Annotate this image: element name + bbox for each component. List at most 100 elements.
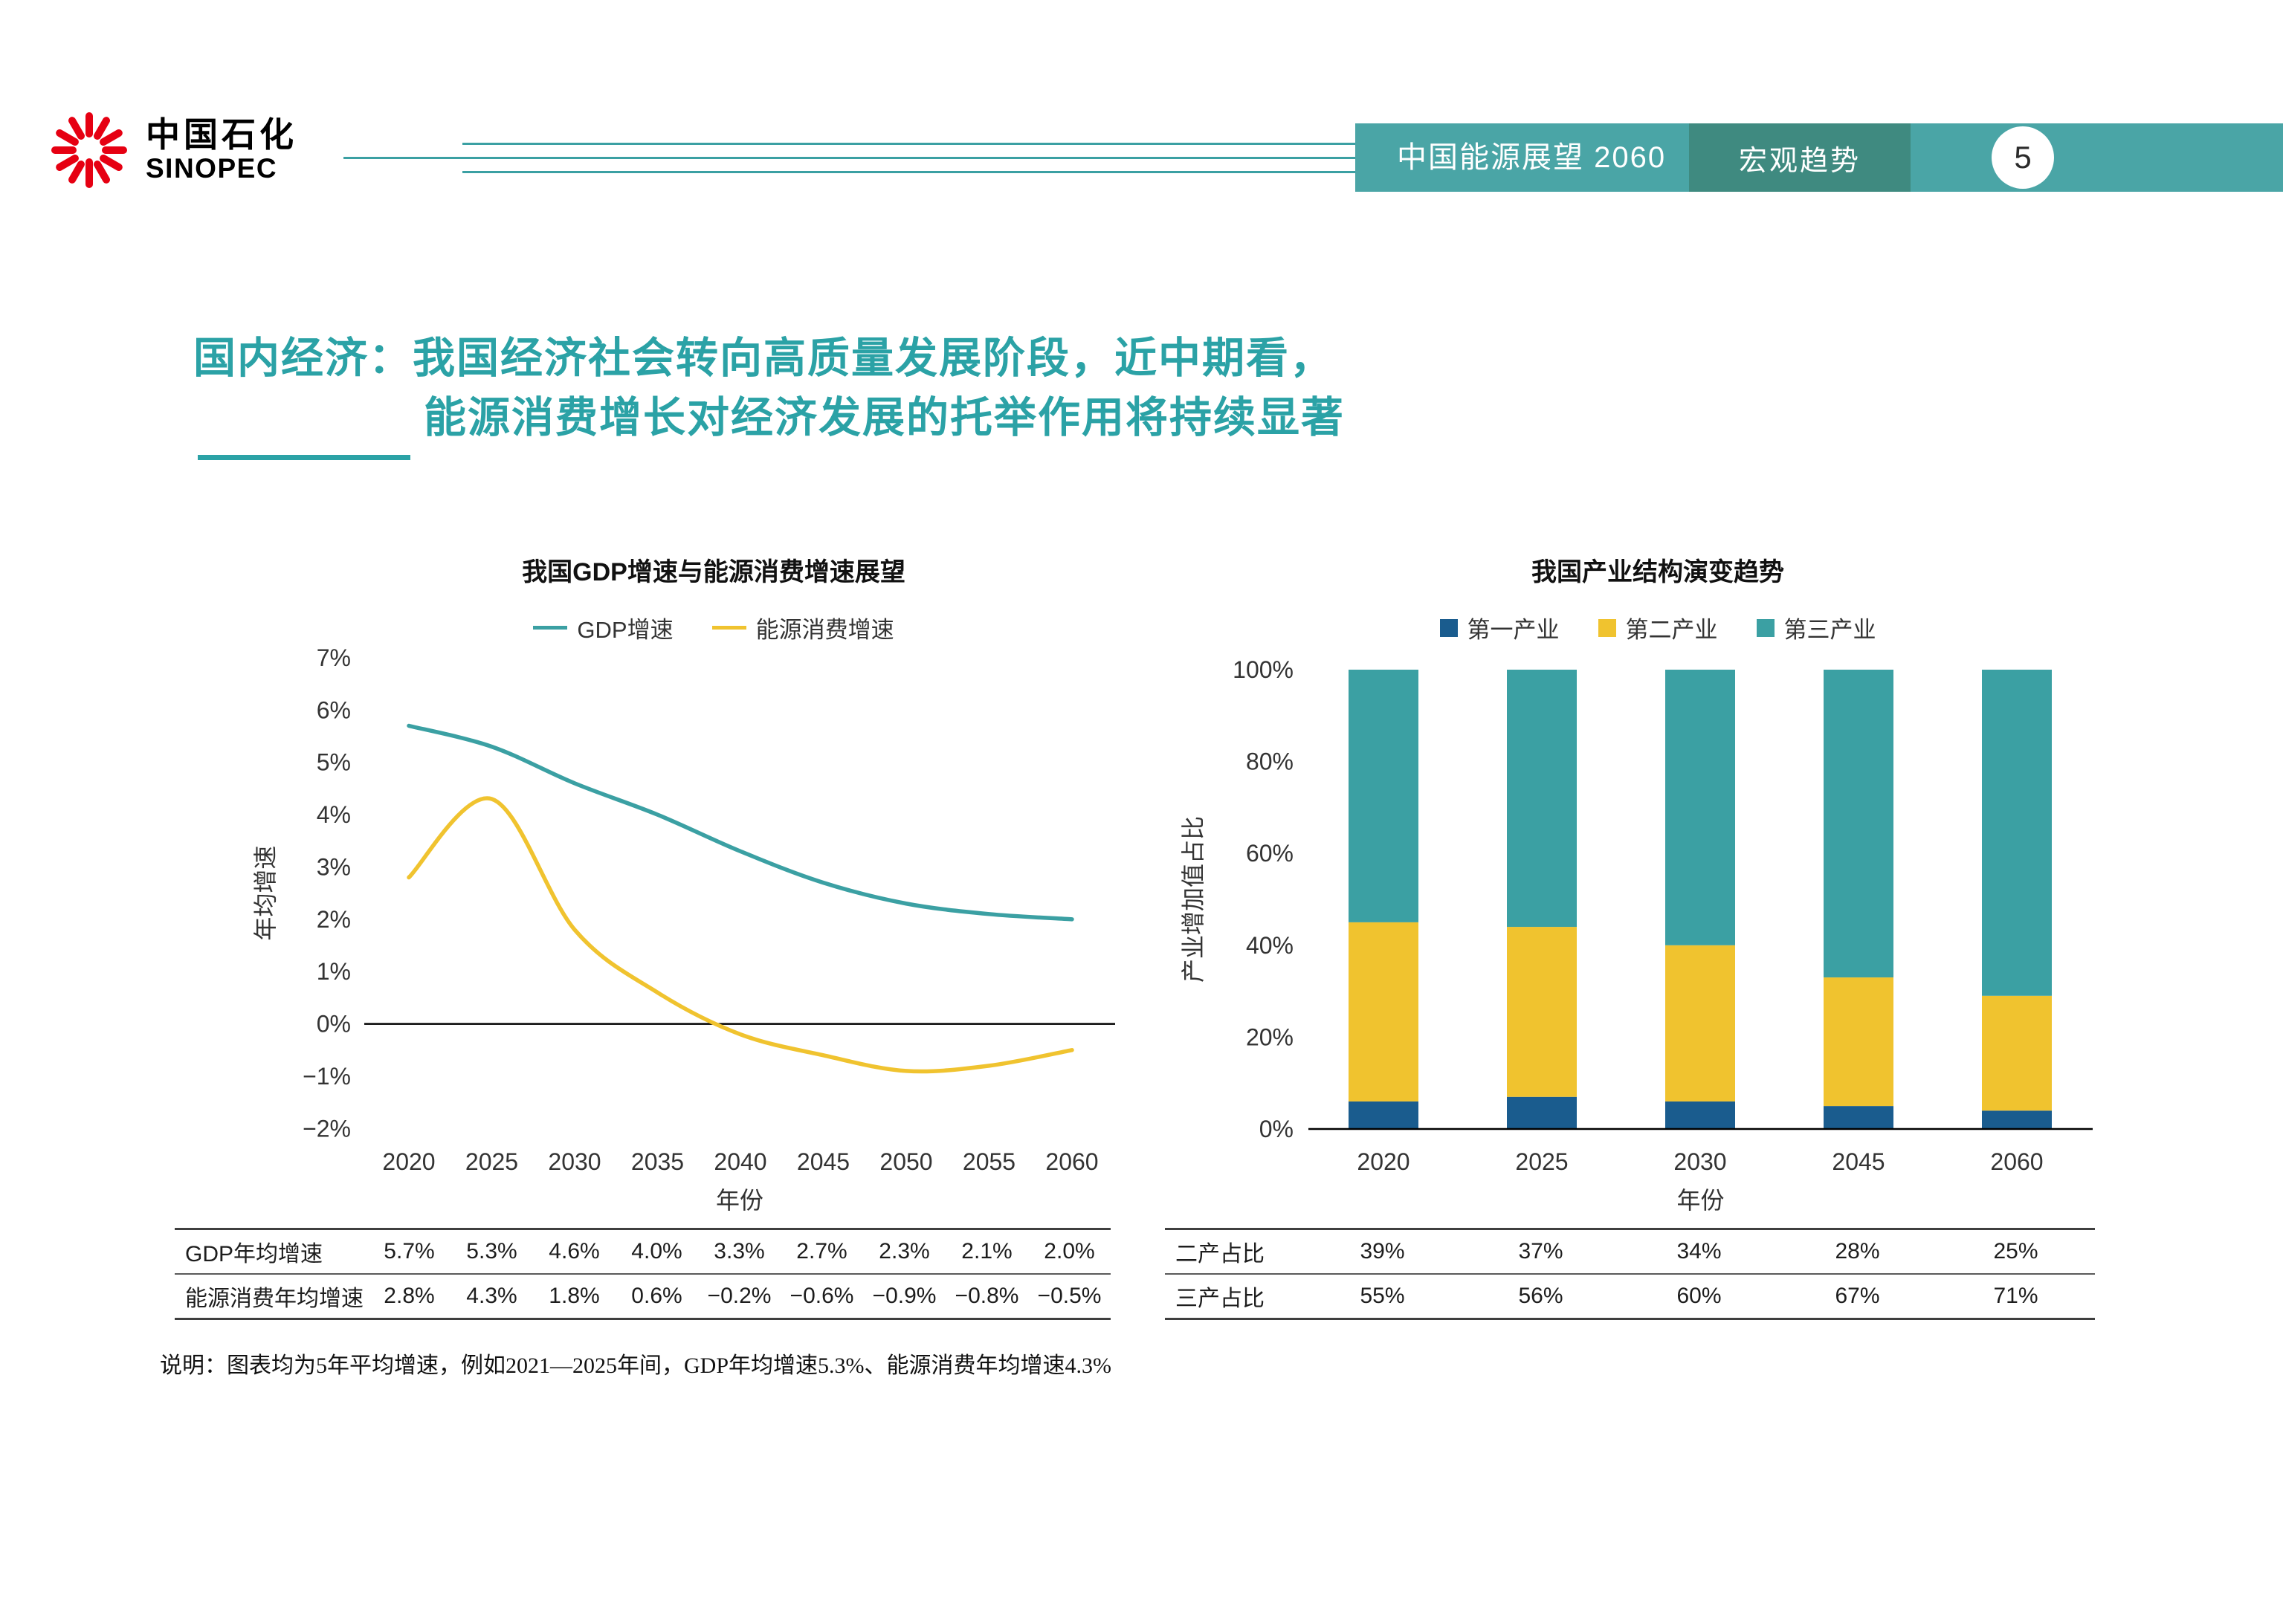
row-label: 二产占比 <box>1165 1229 1303 1275</box>
table-cell: 28% <box>1778 1229 1937 1275</box>
table-cell: 4.3% <box>466 1284 517 1308</box>
row-label: 三产占比 <box>1175 1287 1265 1311</box>
table-row: 二产占比 39% 37% 34% 28% 25% <box>1165 1229 2095 1275</box>
legend-label: 第三产业 <box>1783 617 1876 643</box>
bar-segment <box>1507 927 1577 1097</box>
table-cell: −0.2% <box>707 1284 772 1308</box>
table-cell: 2.1% <box>946 1229 1028 1275</box>
decorative-line <box>462 143 1355 145</box>
y-tick-label: 2% <box>317 906 351 933</box>
decorative-line <box>462 171 1355 173</box>
y-tick-label: 1% <box>317 958 351 985</box>
page-number: 5 <box>2014 140 2032 175</box>
y-tick-label: 20% <box>1246 1023 1294 1050</box>
line-chart-legend: GDP增速 能源消费增速 <box>320 611 1108 644</box>
x-tick-label: 2055 <box>963 1148 1015 1175</box>
sinopec-logo: 中国石化 SINOPEC <box>48 109 297 192</box>
legend-swatch <box>1756 618 1775 637</box>
table-row: GDP年均增速 5.7% 5.3% 4.6% 4.0% 3.3% 2.7% 2.3% 2.1% 2… <box>175 1229 1111 1275</box>
x-tick-label: 2025 <box>1515 1148 1568 1175</box>
legend-label: 能源消费增速 <box>755 617 894 643</box>
y-tick-label: 60% <box>1246 840 1294 867</box>
y-tick-label: 7% <box>317 644 351 671</box>
logo-text: 中国石化 SINOPEC <box>146 117 297 184</box>
bar-segment <box>1665 1101 1735 1129</box>
table-cell: 37% <box>1462 1229 1620 1275</box>
table-row: 能源消费年均增速 2.8% 4.3% 1.8% 0.6% −0.2% −0.6% −0.9% −… <box>175 1274 1111 1319</box>
bar-segment <box>1507 1096 1577 1129</box>
line-chart-title: 我国GDP增速与能源消费增速展望 <box>522 558 905 586</box>
table-cell: −0.5% <box>1037 1284 1102 1308</box>
table-cell: 5.7% <box>368 1229 451 1275</box>
bar-segment <box>1824 1106 1893 1129</box>
bar-segment <box>1982 1110 2052 1129</box>
x-tick-label: 2025 <box>465 1148 518 1175</box>
decorative-line <box>343 157 1355 159</box>
x-tick-label: 2050 <box>879 1148 932 1175</box>
legend-item: 第三产业 <box>1756 611 1876 644</box>
bar-segment <box>1824 977 1893 1107</box>
legend-item: 第一产业 <box>1439 611 1560 644</box>
row-label: 能源消费年均增速 <box>185 1287 364 1311</box>
row-label: GDP年均增速 <box>175 1229 368 1275</box>
legend-swatch <box>711 626 746 630</box>
bar-segment <box>1824 670 1893 978</box>
x-axis-title: 年份 <box>716 1187 763 1214</box>
table-cell: 55% <box>1360 1284 1405 1308</box>
x-tick-label: 2030 <box>548 1148 601 1175</box>
y-tick-label: 3% <box>317 853 351 880</box>
table-cell: 0.6% <box>631 1284 682 1308</box>
table-cell: 71% <box>1993 1284 2038 1308</box>
bar-segment <box>1665 670 1735 945</box>
slide-title-line2: 能源消费增长对经济发展的托举作用将持续显著 <box>424 394 1345 441</box>
x-axis-title: 年份 <box>1676 1187 1724 1214</box>
x-tick-label: 2030 <box>1673 1148 1726 1175</box>
footnote: 说明：图表均为5年平均增速，例如2021—2025年间，GDP年均增速5.3%、… <box>160 1353 1111 1378</box>
legend-label: GDP增速 <box>577 617 674 643</box>
header-band: 中国能源展望 2060 宏观趋势 5 <box>1355 123 2283 192</box>
legend-label: 第一产业 <box>1467 617 1560 643</box>
y-tick-label: −1% <box>303 1063 351 1090</box>
x-tick-label: 2020 <box>1357 1148 1409 1175</box>
table-cell: 67% <box>1835 1284 1880 1308</box>
x-tick-label: 2060 <box>1990 1148 2043 1175</box>
y-tick-label: −2% <box>303 1115 351 1142</box>
table-cell: 60% <box>1676 1284 1722 1308</box>
section-label: 宏观趋势 <box>1689 123 1911 192</box>
legend-item: GDP增速 <box>533 611 674 644</box>
table-cell: 1.8% <box>549 1284 600 1308</box>
legend-swatch <box>1439 618 1458 637</box>
table-cell: 39% <box>1303 1229 1462 1275</box>
series-line <box>407 796 1074 1074</box>
bar-segment <box>1507 670 1577 928</box>
legend-item: 第二产业 <box>1598 611 1718 644</box>
bar-segment <box>1349 1101 1418 1129</box>
table-cell: 2.8% <box>384 1284 435 1308</box>
section-label-text: 宏观趋势 <box>1738 145 1861 177</box>
y-tick-label: 0% <box>1259 1116 1294 1142</box>
table-cell: −0.9% <box>872 1284 937 1308</box>
legend-label: 第二产业 <box>1625 617 1718 643</box>
logo-brand-en: SINOPEC <box>146 152 278 184</box>
bar-segment <box>1349 670 1418 922</box>
y-axis-title: 产业增加值占比 <box>1180 816 1207 983</box>
bar-segment <box>1982 995 2052 1111</box>
y-axis-title: 年均增速 <box>252 846 279 941</box>
bar-chart-legend: 第一产业 第二产业 第三产业 <box>1264 611 2052 644</box>
x-tick-label: 2020 <box>382 1148 435 1175</box>
table-cell: 2.3% <box>863 1229 946 1275</box>
legend-item: 能源消费增速 <box>711 611 894 644</box>
sinopec-emblem-icon <box>51 112 127 188</box>
x-tick-label: 2060 <box>1045 1148 1098 1175</box>
legend-swatch <box>533 626 568 630</box>
title-underline <box>198 455 410 460</box>
table-cell: −0.6% <box>789 1284 854 1308</box>
y-tick-label: 6% <box>317 696 351 723</box>
bar-chart-title: 我国产业结构演变趋势 <box>1531 558 1784 586</box>
industry-structure-bar-chart: 0% 20% 40% 60% 80% 100% 产业增加值占比 2020 2025 2030 204… <box>1180 656 2093 1214</box>
x-tick-label: 2045 <box>797 1148 850 1175</box>
table-cell: −0.8% <box>955 1284 1019 1308</box>
page-number-badge: 5 <box>1992 126 2054 189</box>
x-tick-label: 2045 <box>1832 1148 1885 1175</box>
